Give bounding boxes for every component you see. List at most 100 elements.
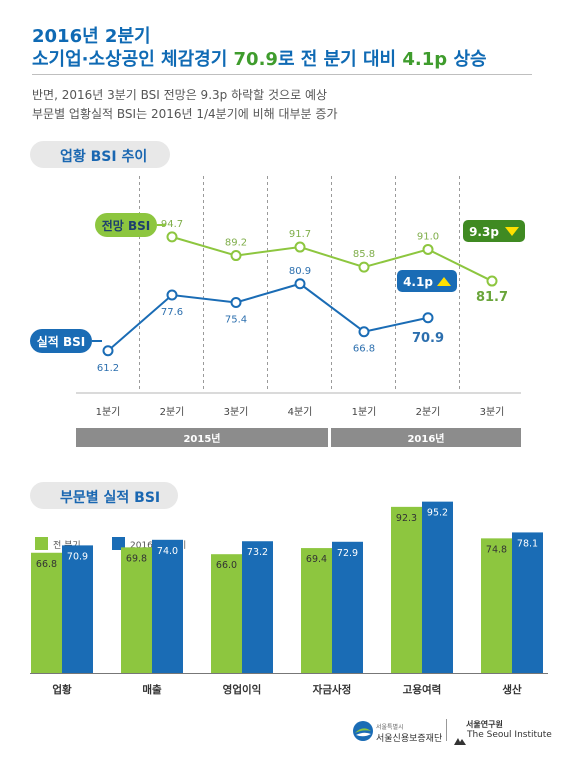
title-value-change: 4.1p <box>402 49 448 70</box>
forecast-change-badge <box>463 220 525 242</box>
subtitle-line2: 부문별 업황실적 BSI는 2016년 1/4분기에 비해 대부분 증가 <box>32 107 338 121</box>
actual-bsi-point <box>358 326 370 338</box>
bar-current-label: 73.2 <box>247 547 268 558</box>
actual-bsi-point <box>102 345 114 357</box>
year-band <box>331 428 521 447</box>
x-tick-label: 2분기 <box>416 406 441 418</box>
bar-category-label: 생산 <box>502 683 522 696</box>
bar-previous-label: 69.4 <box>306 554 327 565</box>
bar-previous <box>31 552 62 673</box>
bar-current-label: 95.2 <box>427 508 448 519</box>
seoul-institute-logo-name: The Seoul Institute <box>467 730 552 740</box>
actual-bsi-line <box>107 282 429 352</box>
bar-current <box>422 501 453 673</box>
title-value-current: 70.9 <box>233 49 278 70</box>
credit-guarantee-logo-name: 서울신용보증재단 <box>376 734 443 744</box>
bar-previous <box>481 538 512 673</box>
credit-guarantee-logo-small: 서울특별시 <box>376 724 404 731</box>
forecast-bsi-point <box>230 250 242 262</box>
arrow-down-icon <box>505 227 519 236</box>
actual-bsi-data-label: 70.9 <box>412 331 444 346</box>
section1-pill <box>30 141 170 168</box>
bar-category-label: 영업이익 <box>223 683 262 696</box>
x-tick-label: 1분기 <box>96 406 121 418</box>
forecast-change-label: 9.3p <box>469 225 499 239</box>
bar-current <box>242 541 273 673</box>
section2-title: 부문별 실적 BSI <box>60 490 161 506</box>
bar-current-label: 72.9 <box>337 548 358 559</box>
bar-previous-label: 66.8 <box>36 559 57 570</box>
forecast-bsi-data-label: 89.2 <box>225 238 247 249</box>
forecast-bsi-point <box>486 275 498 287</box>
x-tick-label: 1분기 <box>352 406 377 418</box>
bar-previous <box>391 506 422 673</box>
year-band-label: 2015년 <box>183 432 220 445</box>
bar-previous-label: 92.3 <box>396 513 417 524</box>
arrow-up-icon <box>437 277 451 286</box>
bar-current-label: 78.1 <box>517 538 538 549</box>
forecast-bsi-line <box>171 235 493 282</box>
bar-current <box>62 545 93 673</box>
page-title-line2: 소기업·소상공인 체감경기 70.9로 전 분기 대비 4.1p 상승 <box>32 45 487 71</box>
forecast-bsi-point <box>358 261 370 273</box>
seoul-institute-logo-icon <box>454 731 466 750</box>
actual-bsi-data-label: 77.6 <box>161 307 183 318</box>
forecast-bsi-point <box>294 241 306 253</box>
forecast-bsi-data-label: 85.8 <box>353 249 375 260</box>
bar-previous-label: 74.8 <box>486 544 507 555</box>
year-band <box>76 428 328 447</box>
bar-current-label: 74.0 <box>157 546 178 557</box>
bar-previous-label: 66.0 <box>216 560 237 571</box>
actual-bsi-point <box>166 289 178 301</box>
page-title-line1: 2016년 2분기 <box>32 26 151 47</box>
section1-title: 업황 BSI 추이 <box>60 149 148 165</box>
title-suffix: 상승 <box>447 49 487 70</box>
section2-pill <box>30 482 178 509</box>
actual-bsi-data-label: 80.9 <box>289 266 311 277</box>
bar-current <box>152 539 183 673</box>
x-tick-label: 3분기 <box>224 406 249 418</box>
actual-change-label: 4.1p <box>403 275 433 289</box>
bar-current <box>332 541 363 673</box>
bar-current <box>512 532 543 673</box>
actual-bsi-data-label: 66.8 <box>353 344 375 355</box>
credit-guarantee-logo-icon <box>353 721 373 741</box>
title-prefix: 소기업·소상공인 체감경기 <box>32 49 234 70</box>
actual-bsi-data-label: 61.2 <box>97 363 119 374</box>
forecast-bsi-point <box>166 231 178 243</box>
x-tick-label: 2분기 <box>160 406 185 418</box>
bar-previous <box>121 547 152 673</box>
forecast-bsi-tag <box>95 213 157 237</box>
actual-bsi-point <box>230 296 242 308</box>
subtitle-line1: 반면, 2016년 3분기 BSI 전망은 9.3p 하락할 것으로 예상 <box>32 88 328 102</box>
footer-separator <box>446 719 447 741</box>
forecast-bsi-tag-label: 전망 BSI <box>102 218 151 233</box>
bar-category-label: 고용여력 <box>403 683 442 696</box>
actual-change-badge <box>397 270 457 292</box>
bar-previous <box>301 548 332 673</box>
bar-category-label: 업황 <box>52 683 72 696</box>
actual-bsi-data-label: 75.4 <box>225 314 247 325</box>
title-divider <box>32 74 532 75</box>
bar-previous <box>211 554 242 673</box>
year-band-label: 2016년 <box>407 432 444 445</box>
bar-previous-label: 69.8 <box>126 553 147 564</box>
forecast-bsi-point <box>422 243 434 255</box>
x-tick-label: 4분기 <box>288 406 313 418</box>
forecast-bsi-data-label: 91.7 <box>289 229 311 240</box>
actual-bsi-point <box>294 278 306 290</box>
bar-category-label: 자금사정 <box>313 683 352 696</box>
title-mid: 로 전 분기 대비 <box>277 49 403 70</box>
credit-guarantee-logo <box>352 720 374 746</box>
actual-bsi-tag-label: 실적 BSI <box>37 334 86 349</box>
bar-current-label: 70.9 <box>67 551 88 562</box>
forecast-bsi-data-label: 81.7 <box>476 290 508 305</box>
forecast-bsi-data-label: 91.0 <box>417 231 439 242</box>
x-tick-label: 3분기 <box>480 406 505 418</box>
seoul-institute-logo-small: 서울연구원 <box>466 720 503 729</box>
actual-bsi-point <box>422 312 434 324</box>
actual-bsi-tag <box>30 329 92 353</box>
legend-swatch-current <box>112 537 125 550</box>
forecast-bsi-data-label: 94.7 <box>161 219 183 230</box>
